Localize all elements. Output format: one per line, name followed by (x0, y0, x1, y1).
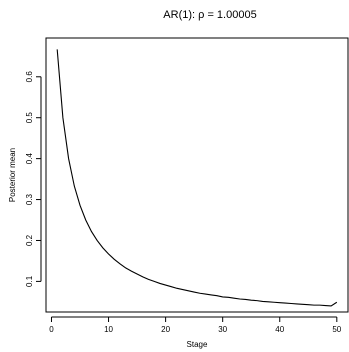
x-axis-title: Stage (187, 340, 208, 349)
y-tick-label: 0.2 (25, 234, 34, 246)
x-tick-label: 40 (275, 325, 284, 334)
y-axis-title: Posterior mean (8, 148, 17, 202)
y-axis: 0.1 0.2 0.3 0.4 0.5 0.6 (25, 71, 42, 287)
chart-title: AR(1): ρ = 1.00005 (163, 9, 256, 21)
x-tick-label: 30 (218, 325, 227, 334)
x-tick-label: 10 (104, 325, 113, 334)
y-tick-label: 0.3 (25, 193, 34, 205)
y-tick-label: 0.1 (25, 275, 34, 287)
x-tick-label: 20 (161, 325, 170, 334)
y-tick-label: 0.6 (25, 71, 34, 83)
series-line (56, 49, 338, 307)
plot-frame (45, 37, 349, 313)
y-tick-label: 0.5 (25, 112, 34, 124)
y-tick-label: 0.4 (25, 153, 34, 165)
x-tick-label: 50 (332, 325, 341, 334)
x-axis: 0 10 20 30 40 50 (49, 316, 342, 334)
x-tick-label: 0 (49, 325, 54, 334)
